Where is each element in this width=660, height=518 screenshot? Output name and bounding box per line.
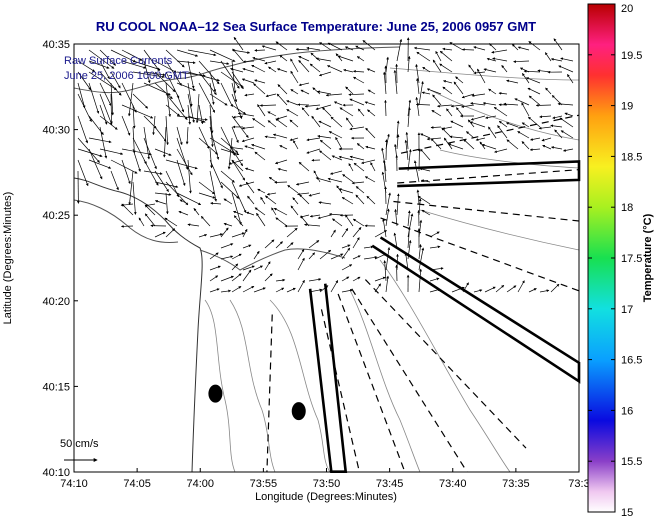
sector-line: [400, 114, 580, 154]
sector-line: [266, 314, 273, 472]
buoy-marker: [291, 402, 306, 421]
sector-line: [364, 279, 527, 449]
y-tick-label: 40:10: [42, 467, 70, 479]
legend-line-1: Raw Surface Currents: [64, 55, 173, 67]
colorbar-tick-label: 19: [621, 101, 633, 113]
x-tick-label: 74:05: [123, 478, 151, 490]
colorbar-tick-label: 15.5: [621, 456, 642, 468]
colorbar-tick-label: 20: [621, 3, 633, 15]
buoy-markers: [208, 384, 306, 421]
x-tick-label: 74:10: [60, 478, 88, 490]
x-tick-label: 74:00: [186, 478, 214, 490]
sector-line: [320, 309, 360, 472]
y-tick-label: 40:20: [42, 296, 70, 308]
chart-title: RU COOL NOAA–12 Sea Surface Temperature:…: [96, 19, 536, 34]
y-axis-ticks: 40:10 40:15 40:20 40:25 40:30 40:35: [42, 39, 78, 479]
sector-line: [337, 293, 406, 472]
colorbar-tick-label: 17: [621, 304, 633, 316]
radar-sector-lines: [266, 114, 580, 473]
surface-current-vectors: [76, 36, 574, 293]
legend-line-2: June 25, 2006 1000 GMT: [64, 70, 189, 82]
x-tick-label: 73:35: [502, 478, 530, 490]
colorbar-tick-label: 18.5: [621, 151, 642, 163]
sector-line: [351, 288, 468, 473]
y-axis-label: Latitude (Degrees:Minutes): [2, 192, 14, 325]
x-axis-label: Longitude (Degrees:Minutes): [255, 491, 397, 503]
y-tick-label: 40:25: [42, 210, 70, 222]
colorbar-tick-label: 19.5: [621, 50, 642, 62]
buoy-marker: [208, 384, 223, 403]
colorbar: [587, 3, 616, 513]
sector-line: [397, 169, 580, 184]
bathymetry-contours: [204, 67, 580, 473]
colorbar-tick-label: 17.5: [621, 253, 642, 265]
y-tick-label: 40:30: [42, 125, 70, 137]
colorbar-tick-label: 15: [621, 507, 633, 518]
x-tick-label: 73:3: [568, 478, 589, 490]
plot-area: [74, 44, 579, 472]
x-tick-label: 73:45: [376, 478, 404, 490]
y-tick-label: 40:35: [42, 39, 70, 51]
scale-label: 50 cm/s: [60, 438, 99, 450]
colorbar-ticks: 15 15.5 16 16.5 17 17.5 18 18.5 19 19.5 20: [588, 3, 642, 518]
x-tick-label: 73:55: [250, 478, 278, 490]
y-tick-label: 40:15: [42, 381, 70, 393]
colorbar-tick-label: 16: [621, 405, 633, 417]
x-tick-label: 73:50: [313, 478, 341, 490]
colorbar-tick-label: 18: [621, 202, 633, 214]
colorbar-tick-label: 16.5: [621, 355, 642, 367]
x-axis-ticks: 74:10 74:05 74:00 73:55 73:50 73:45 73:40 73:35…: [60, 468, 590, 490]
x-tick-label: 73:40: [439, 478, 467, 490]
colorbar-label: Temperature (°C): [642, 213, 654, 302]
